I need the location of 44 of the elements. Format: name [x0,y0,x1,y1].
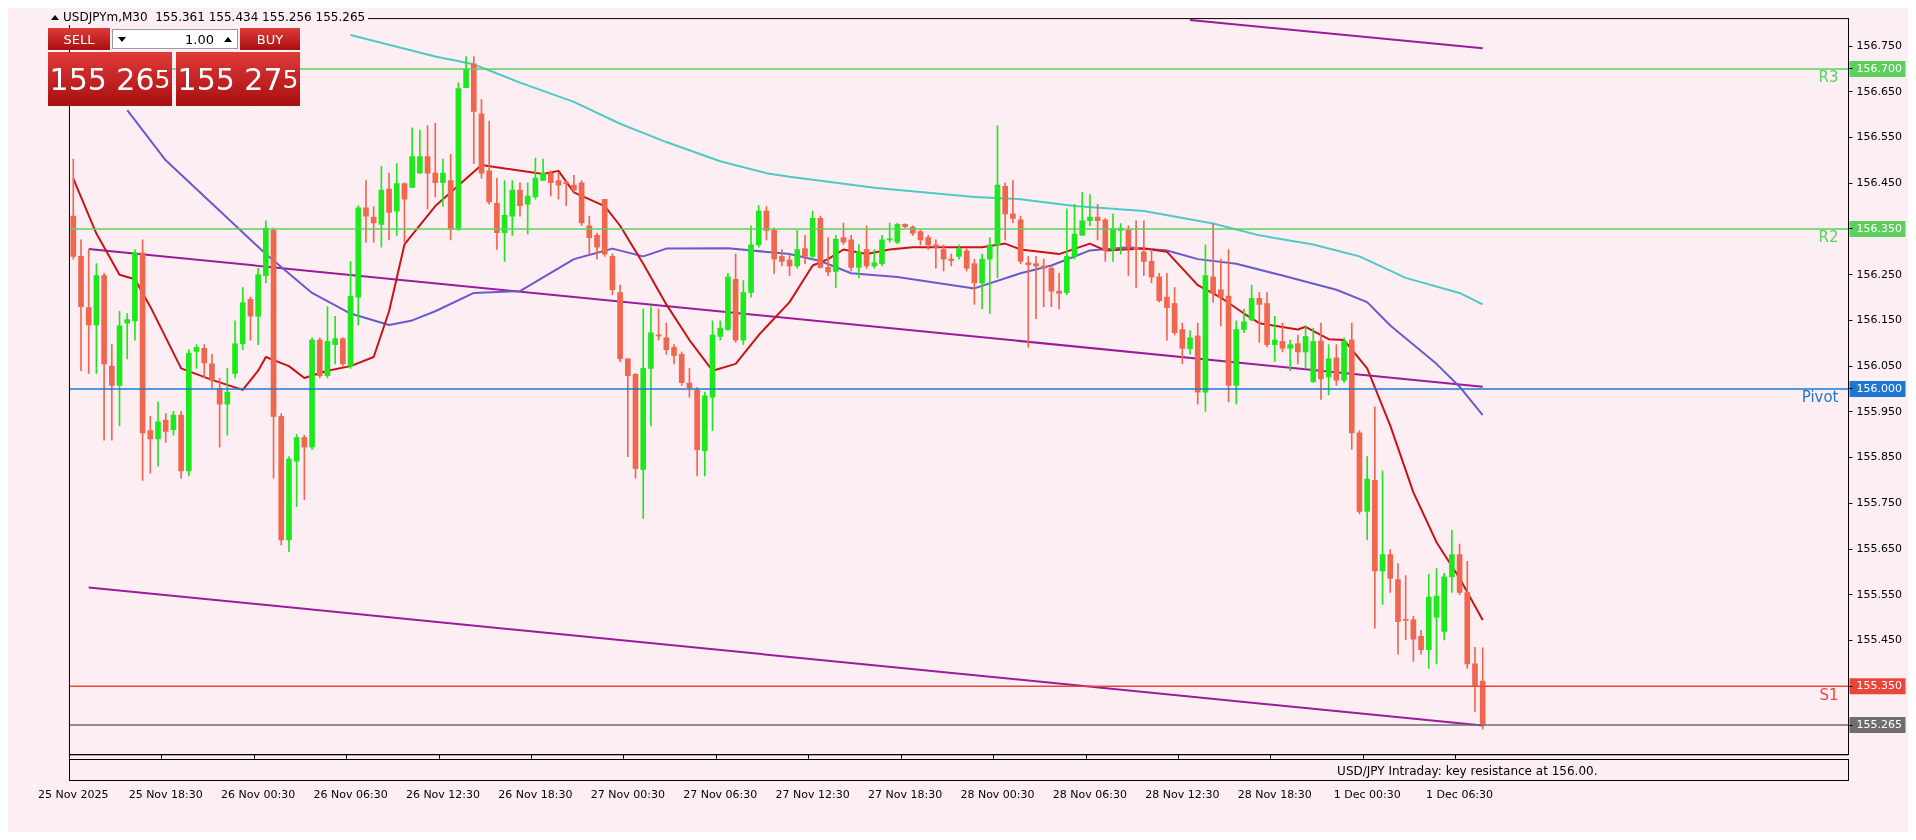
y-tick-label: 155.650 [1856,541,1903,555]
x-tick-label: 1 Dec 06:30 [1426,788,1494,802]
x-tick-label: 26 Nov 18:30 [498,788,573,802]
y-tick-label: 156.450 [1856,176,1903,190]
ref-line-label: R3 [1818,68,1839,87]
ref-line-label: R2 [1818,228,1839,247]
y-tick-label: 156.350 [1856,221,1903,235]
x-tick-label: 27 Nov 12:30 [775,788,850,802]
amount-field: 1.00 [112,29,238,49]
y-tick-label: 155.350 [1856,679,1903,693]
y-tick-label: 155.750 [1856,496,1903,510]
annotation: SELL [48,28,110,50]
x-tick-label: 28 Nov 12:30 [1145,788,1220,802]
y-tick-label: 156.250 [1856,267,1903,281]
y-tick-label: 155.265 [1856,717,1903,731]
x-tick-label: 25 Nov 18:30 [128,788,203,802]
y-tick-label: 156.050 [1856,358,1903,372]
y-tick-label: 156.700 [1856,61,1903,75]
annotation: 1.00 [185,31,214,47]
y-tick-label: 156.550 [1856,130,1903,144]
x-tick-label: 27 Nov 18:30 [867,788,943,802]
chart-title: USDJPYm,M30 155.361 155.434 155.256 155.265 [63,10,366,24]
ref-line-label: S1 [1819,685,1839,704]
y-tick-label: 155.450 [1856,633,1903,647]
text: USD/JPY Intraday: key resistance at 156.00. [1337,763,1598,778]
x-tick-label: 27 Nov 00:30 [590,788,665,802]
x-tick-label: 28 Nov 06:30 [1052,788,1127,802]
y-tick-label: 155.850 [1856,450,1903,464]
y-tick-label: 155.550 [1856,587,1903,601]
x-tick-label: 26 Nov 00:30 [221,788,296,802]
y-tick-label: 156.150 [1856,313,1903,327]
x-tick-label: 26 Nov 12:30 [405,788,481,802]
x-tick-label: 25 Nov 2025 [38,788,109,802]
x-tick-label: 27 Nov 06:30 [683,788,758,802]
x-tick-label: 28 Nov 18:30 [1237,788,1312,802]
y-tick-label: 155.950 [1856,404,1903,418]
y-tick-label: 156.000 [1856,381,1903,395]
x-tick-label: 28 Nov 00:30 [960,788,1035,802]
annotation: BUY [240,28,300,50]
ref-line-label: Pivot [1801,388,1839,407]
y-tick-label: 156.650 [1856,84,1903,98]
x-tick-label: 26 Nov 06:30 [313,788,388,802]
y-tick-label: 156.750 [1856,38,1903,52]
x-tick-label: 1 Dec 00:30 [1333,788,1401,802]
